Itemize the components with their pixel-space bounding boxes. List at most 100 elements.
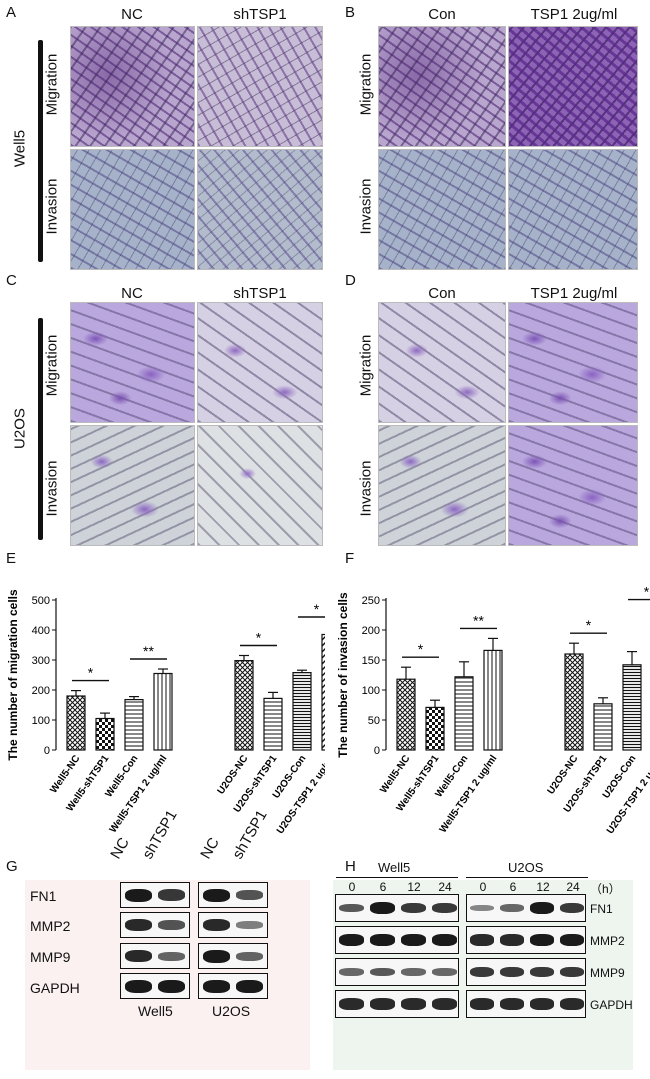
micrograph-c-nc-migration [70, 302, 195, 423]
western-g-col-2: shTSP1 [139, 807, 181, 862]
y-tick-label: 300 [32, 655, 50, 667]
panel-label-d: D [345, 272, 356, 289]
y-tick-label: 100 [362, 685, 380, 697]
y-tick-label: 150 [362, 655, 380, 667]
western-h-band [500, 966, 524, 978]
western-h-band [530, 934, 554, 946]
western-h-band [401, 934, 426, 946]
western-h-band [432, 902, 457, 914]
significance-mark: ** [143, 643, 154, 659]
bar [564, 653, 584, 751]
western-h-band [530, 966, 554, 978]
western-g-band [158, 951, 185, 961]
western-h-time-label: 6 [509, 880, 517, 894]
western-h-band [339, 998, 364, 1010]
bar [425, 706, 445, 751]
significance-mark: * [644, 584, 650, 600]
western-h-time-label: 12 [407, 880, 421, 894]
western-g-band [125, 888, 152, 902]
western-g-label-mmp2: MMP2 [30, 918, 71, 934]
micrograph-b-con-invasion [378, 149, 506, 270]
significance-mark: * [314, 601, 320, 617]
western-h-band [401, 968, 426, 976]
western-h-band [560, 966, 584, 978]
western-h-band [370, 967, 395, 977]
cell-line-label-u2os: U2OS [11, 408, 29, 449]
western-h-band [530, 998, 554, 1010]
western-h-band [370, 998, 395, 1010]
western-h-band [500, 998, 524, 1010]
western-h-label-mmp2: MMP2 [590, 934, 625, 948]
row-label-a-invasion: Invasion [43, 178, 61, 235]
western-g-band [203, 979, 230, 993]
y-tick-label: 0 [374, 745, 380, 757]
western-g-band [236, 951, 263, 961]
micrograph-c-nc-invasion [70, 425, 195, 546]
row-label-b-invasion: Invasion [357, 178, 375, 235]
western-g-band [158, 920, 185, 930]
col-header-b-2: TSP1 2ug/ml [530, 6, 618, 23]
micrograph-b-con-migration [378, 26, 506, 147]
row-label-c-migration: Migration [43, 334, 61, 397]
panel-label-h: H [345, 858, 356, 875]
western-g-label-mmp9: MMP9 [30, 949, 71, 965]
significance-mark: * [418, 641, 424, 657]
col-header-d-2: TSP1 2ug/ml [530, 285, 618, 302]
micrograph-d-con-migration [378, 302, 506, 423]
western-h-band [370, 902, 395, 914]
chart-f-invasion: 0 50 100 150 200 250 The number of invasion ce… [336, 584, 650, 836]
cell-line-label-well5: Well5 [11, 129, 29, 168]
western-g-band [203, 918, 230, 932]
western-h-band [470, 998, 494, 1010]
significance-mark: * [256, 630, 262, 646]
row-label-c-invasion: Invasion [43, 460, 61, 517]
micrograph-a-nc-migration [70, 26, 195, 147]
micrograph-d-con-invasion [378, 425, 506, 546]
micrograph-c-shtsp1-invasion [197, 425, 323, 546]
col-header-c-2: shTSP1 [233, 285, 287, 302]
western-h-band [560, 902, 584, 914]
western-g-band [236, 979, 263, 993]
western-h-band [500, 934, 524, 946]
bar [153, 672, 173, 751]
micrograph-d-tsp1-migration [508, 302, 638, 423]
bar [483, 649, 503, 751]
u2os-bracket [38, 318, 43, 540]
col-header-d-1: Con [428, 285, 456, 302]
western-g-band [125, 949, 152, 963]
western-h-line-well5 [336, 877, 458, 878]
western-h-band [370, 934, 395, 946]
row-label-d-migration: Migration [357, 334, 375, 397]
western-g-col-4: shTSP1 [229, 807, 271, 862]
col-header-a-2: shTSP1 [233, 6, 287, 23]
western-h-time-label: 24 [438, 880, 452, 894]
row-label-b-migration: Migration [357, 53, 375, 116]
western-g-group-u2os: U2OS [212, 1003, 251, 1019]
western-g-band [125, 979, 152, 993]
bar [292, 671, 312, 751]
micrograph-d-tsp1-invasion [508, 425, 638, 546]
micrograph-a-nc-invasion [70, 149, 195, 270]
y-tick-label: 0 [44, 745, 50, 757]
y-axis-title: The number of invasion cells [336, 592, 350, 758]
western-h-group-well5: Well5 [378, 860, 411, 875]
row-label-d-invasion: Invasion [357, 460, 375, 517]
western-g-group-well5: Well5 [138, 1003, 173, 1019]
micrograph-c-shtsp1-migration [197, 302, 323, 423]
col-header-c-1: NC [121, 285, 143, 302]
western-h-band [339, 903, 364, 913]
western-g-band [236, 921, 263, 929]
western-h-band [432, 998, 457, 1010]
western-h-band [339, 968, 364, 976]
western-h-label-mmp9: MMP9 [590, 966, 625, 980]
bar [95, 717, 115, 751]
western-h-band [401, 902, 426, 914]
micrograph-a-shtsp1-migration [197, 26, 323, 147]
western-g-label-fn1: FN1 [30, 888, 57, 904]
y-tick-label: 250 [362, 595, 380, 607]
y-tick-label: 100 [32, 715, 50, 727]
western-h-band [401, 998, 426, 1010]
western-h-band [530, 902, 554, 914]
western-h-time-label: 24 [566, 880, 580, 894]
western-g-band [158, 979, 185, 993]
